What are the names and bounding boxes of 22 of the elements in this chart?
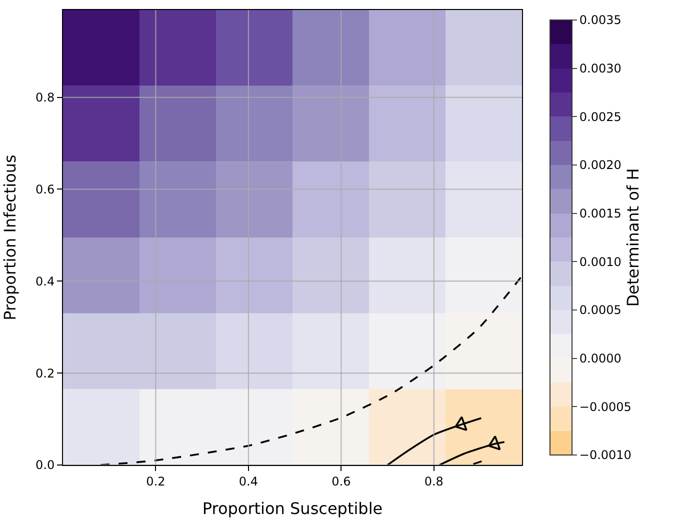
color-bar-label: −0.0005 — [579, 400, 632, 414]
color-bar-label: 0.0015 — [579, 206, 622, 221]
x-tick-label: 0.4 — [238, 474, 258, 488]
y-tick-label: 0.0 — [36, 458, 55, 472]
color-bar-label: 0.0020 — [579, 158, 622, 172]
color-bar-label: 0.0010 — [579, 254, 622, 269]
color-bar-label: 0.0005 — [579, 303, 622, 318]
color-bar-title: Determinant of H — [623, 168, 642, 307]
y-tick-label: 0.6 — [36, 182, 55, 196]
y-axis-title: Proportion Infectious — [0, 154, 20, 320]
y-tick-label: 0.4 — [36, 274, 55, 288]
x-tick-label: 0.6 — [332, 474, 351, 488]
color-bar-label: −0.0010 — [579, 448, 632, 462]
y-tick-label: 0.8 — [36, 90, 55, 105]
color-bar-label: 0.0035 — [579, 13, 622, 28]
y-tick-label: 0.2 — [36, 366, 55, 380]
color-bar-label: 0.0025 — [579, 110, 622, 124]
x-axis-title: Proportion Susceptible — [202, 499, 383, 518]
color-bar-label: 0.0030 — [579, 62, 622, 76]
x-tick-label: 0.8 — [424, 474, 444, 488]
color-bar-label: 0.0000 — [579, 352, 622, 366]
x-tick-label: 0.2 — [146, 474, 166, 488]
